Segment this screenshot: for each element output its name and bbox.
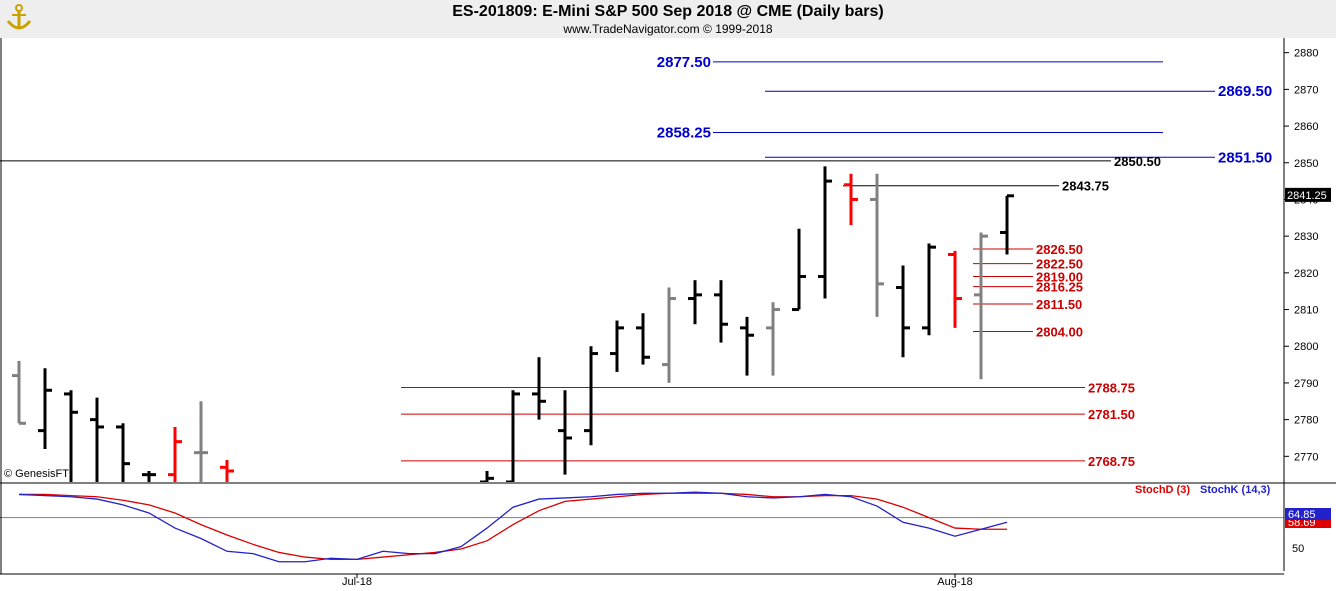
level-label: 2843.75: [1062, 179, 1109, 194]
chart-header: ES-201809: E-Mini S&P 500 Sep 2018 @ CME…: [0, 0, 1336, 38]
level-label: 2768.75: [1088, 454, 1135, 469]
level-label: 2822.50: [1036, 257, 1083, 272]
chart-subtitle: www.TradeNavigator.com © 1999-2018: [563, 22, 773, 36]
level-label: 2877.50: [657, 54, 711, 71]
stoch-legend-entry: StochD (3): [1135, 484, 1190, 496]
stoch-last-label: 64.85: [1288, 509, 1316, 521]
stoch-d-line: [19, 492, 1007, 561]
last-price-tag: [1285, 187, 1331, 202]
stoch-k-line: [18, 491, 1008, 563]
price-tick-label: 2790: [1294, 378, 1318, 390]
level-label: 2819.00: [1036, 270, 1083, 285]
price-tick-label: 2780: [1294, 415, 1318, 427]
stoch-tick-label: 50: [1292, 543, 1304, 555]
price-bars: [12, 166, 1014, 482]
level-label: 2816.25: [1036, 280, 1083, 295]
price-tick-label: 2880: [1294, 48, 1318, 60]
level-label: 2850.50: [1114, 154, 1161, 169]
stoch-legend-entry: StochK (14,3): [1200, 484, 1271, 496]
anchor-logo-icon: [4, 3, 34, 38]
last-price-label: 2841.25: [1287, 190, 1327, 202]
stoch-last-tag: [1285, 508, 1331, 520]
level-label: 2804.00: [1036, 325, 1083, 340]
price-tick-label: 2810: [1294, 305, 1318, 317]
date-tick-label: Aug-18: [937, 576, 972, 588]
date-tick-label: Jul-18: [342, 576, 372, 588]
chart-title: ES-201809: E-Mini S&P 500 Sep 2018 @ CME…: [452, 3, 884, 20]
price-tick-label: 2830: [1294, 231, 1318, 243]
level-label: 2788.75: [1088, 381, 1135, 396]
level-label: 2781.50: [1088, 407, 1135, 422]
level-label: 2826.50: [1036, 242, 1083, 257]
price-tick-label: 2820: [1294, 268, 1318, 280]
level-label: 2858.25: [657, 124, 711, 141]
price-tick-label: 2860: [1294, 121, 1318, 133]
price-tick-label: 2770: [1294, 451, 1318, 463]
price-tick-label: 2800: [1294, 341, 1318, 353]
price-tick-label: 2870: [1294, 84, 1318, 96]
copyright-label: © GenesisFT: [4, 468, 69, 480]
level-label: 2851.50: [1218, 149, 1272, 166]
price-tick-label: 2850: [1294, 158, 1318, 170]
level-label: 2869.50: [1218, 83, 1272, 100]
level-label: 2811.50: [1036, 297, 1082, 312]
price-panel: [0, 38, 1336, 482]
